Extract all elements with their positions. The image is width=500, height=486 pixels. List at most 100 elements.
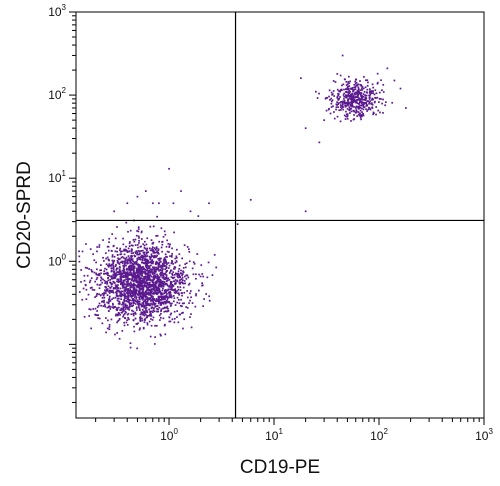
data-point bbox=[108, 295, 111, 298]
data-point bbox=[139, 283, 142, 286]
data-point bbox=[177, 270, 180, 273]
data-point bbox=[111, 255, 114, 258]
data-point bbox=[169, 313, 172, 316]
data-point bbox=[195, 277, 197, 280]
data-point bbox=[116, 247, 118, 249]
data-point bbox=[329, 98, 331, 101]
data-point bbox=[117, 313, 120, 316]
data-point bbox=[128, 242, 131, 245]
data-point bbox=[143, 292, 146, 295]
data-point bbox=[138, 253, 141, 256]
data-point bbox=[122, 279, 125, 282]
data-point bbox=[134, 289, 137, 292]
data-point bbox=[189, 290, 192, 292]
data-point bbox=[155, 300, 157, 303]
data-point bbox=[368, 98, 371, 100]
data-point bbox=[160, 312, 162, 315]
data-point bbox=[151, 319, 154, 321]
data-point bbox=[149, 294, 152, 296]
data-point bbox=[141, 298, 144, 301]
data-point bbox=[114, 273, 117, 276]
data-point bbox=[151, 259, 154, 261]
data-point bbox=[138, 252, 141, 255]
data-point bbox=[191, 267, 194, 270]
data-point bbox=[152, 282, 155, 285]
data-point bbox=[160, 334, 162, 337]
data-point bbox=[114, 333, 116, 336]
data-point bbox=[182, 327, 184, 330]
data-point bbox=[362, 87, 365, 90]
data-point bbox=[182, 267, 185, 269]
data-point bbox=[144, 318, 146, 320]
data-point bbox=[197, 215, 200, 217]
data-point bbox=[126, 250, 129, 253]
data-point bbox=[341, 104, 344, 107]
data-point bbox=[142, 296, 144, 298]
data-point bbox=[351, 88, 353, 90]
data-point bbox=[336, 73, 339, 75]
data-point bbox=[139, 287, 141, 289]
data-point bbox=[148, 269, 151, 272]
data-point bbox=[153, 247, 156, 249]
data-point bbox=[98, 287, 101, 290]
data-point bbox=[132, 252, 134, 254]
data-point bbox=[159, 285, 162, 288]
data-point bbox=[136, 273, 139, 275]
data-point bbox=[78, 291, 81, 293]
data-point bbox=[136, 244, 139, 246]
data-point bbox=[150, 256, 152, 259]
data-point bbox=[376, 96, 379, 99]
data-point bbox=[163, 298, 166, 300]
data-point bbox=[361, 98, 364, 101]
data-point bbox=[154, 291, 157, 294]
data-point bbox=[171, 318, 174, 321]
data-point bbox=[116, 307, 118, 309]
data-point bbox=[202, 275, 205, 278]
data-point bbox=[349, 87, 352, 90]
data-point bbox=[135, 279, 137, 282]
data-point bbox=[169, 292, 172, 294]
data-point bbox=[149, 225, 152, 228]
data-point bbox=[137, 303, 140, 306]
data-point bbox=[162, 275, 165, 278]
data-point bbox=[129, 286, 132, 289]
data-point bbox=[143, 276, 145, 278]
data-point bbox=[111, 254, 114, 256]
data-point bbox=[179, 304, 182, 307]
data-point bbox=[188, 282, 191, 285]
data-point bbox=[134, 284, 137, 286]
data-point bbox=[152, 256, 155, 259]
data-point bbox=[352, 99, 354, 102]
data-point bbox=[129, 265, 131, 268]
data-point bbox=[131, 255, 133, 258]
data-point bbox=[341, 100, 344, 103]
data-point bbox=[181, 282, 184, 285]
data-point bbox=[136, 276, 139, 278]
data-point bbox=[345, 90, 347, 93]
data-point bbox=[157, 252, 160, 255]
data-point bbox=[147, 267, 150, 269]
data-point bbox=[139, 295, 141, 298]
data-point bbox=[172, 202, 175, 205]
data-point bbox=[132, 264, 134, 266]
data-point bbox=[154, 281, 157, 284]
data-point bbox=[95, 273, 98, 276]
data-point bbox=[174, 288, 176, 291]
data-point bbox=[140, 255, 143, 258]
data-point bbox=[182, 271, 185, 274]
data-point bbox=[142, 292, 145, 295]
data-point bbox=[124, 286, 126, 289]
data-point bbox=[331, 99, 334, 102]
data-point bbox=[346, 103, 349, 106]
data-point bbox=[131, 283, 133, 286]
data-point bbox=[123, 300, 126, 303]
data-point bbox=[152, 301, 155, 304]
data-point bbox=[122, 306, 125, 308]
data-point bbox=[358, 106, 361, 109]
data-point bbox=[201, 273, 204, 275]
data-point bbox=[362, 98, 365, 101]
data-point bbox=[119, 249, 121, 252]
data-point bbox=[155, 247, 158, 250]
data-point bbox=[141, 259, 144, 262]
data-point bbox=[125, 306, 128, 309]
